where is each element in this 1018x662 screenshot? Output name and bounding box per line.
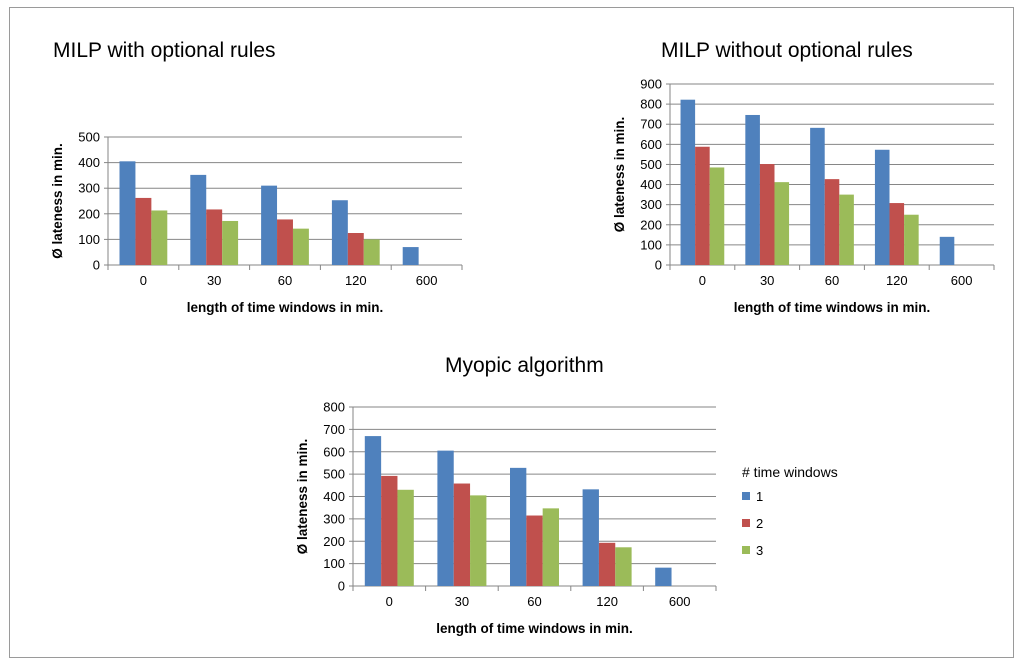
chart3-x-axis-label: length of time windows in min.: [436, 621, 633, 636]
legend-label-1: 1: [756, 489, 763, 504]
chart3-bar-s1-60: [509, 467, 527, 586]
chart3-bar-s2-0: [381, 475, 398, 586]
legend-swatch-2: [742, 519, 750, 527]
chart3-bar-s1-120: [582, 489, 599, 586]
chart2-xtick-label: 60: [825, 273, 839, 288]
chart2-bar-s2-60: [824, 179, 840, 265]
chart2-bar-s1-600: [939, 236, 955, 265]
chart2-ytick-label: 0: [655, 258, 662, 273]
chart1-xtick-label: 0: [140, 273, 147, 288]
chart2-bar-s1-0: [680, 99, 696, 265]
chart2-bar-s2-120: [889, 203, 905, 265]
chart1-bar-s1-60: [261, 185, 278, 265]
chart2-bar-s3-120: [904, 214, 919, 265]
chart1-xtick-label: 600: [416, 273, 438, 288]
chart2-bar-s1-120: [874, 149, 890, 265]
chart2-bar-s3-60: [839, 194, 854, 265]
legend-label-3: 3: [756, 543, 763, 558]
chart3-title: Myopic algorithm: [445, 354, 604, 377]
chart3-y-axis-label: Ø lateness in min.: [295, 439, 310, 555]
chart2-bar-s2-30: [759, 164, 775, 265]
chart1-bar-s2-120: [347, 233, 364, 265]
figure-frame: [9, 7, 1014, 658]
chart1-xtick-label: 120: [345, 273, 367, 288]
chart3-ytick-label: 700: [323, 422, 345, 437]
chart1-y-axis-label: Ø lateness in min.: [50, 143, 65, 259]
chart1-xtick-label: 60: [278, 273, 292, 288]
chart2-bar-s3-30: [774, 182, 790, 265]
chart3-xtick-label: 30: [455, 594, 469, 609]
chart1-bar-s1-600: [402, 247, 419, 265]
chart3-bar-s3-0: [397, 489, 414, 586]
chart2-ytick-label: 200: [640, 217, 662, 232]
chart2-bar-s2-0: [695, 146, 710, 265]
chart3-ytick-label: 0: [338, 579, 345, 594]
chart1-bar-s1-120: [331, 200, 348, 265]
legend-title: # time windows: [742, 464, 838, 480]
chart3-ytick-label: 500: [323, 467, 345, 482]
chart2-xtick-label: 120: [886, 273, 908, 288]
chart3-ytick-label: 200: [323, 534, 345, 549]
chart3-xtick-label: 0: [386, 594, 393, 609]
chart2-bar-s1-30: [745, 114, 760, 266]
chart1-ytick-label: 100: [78, 232, 100, 247]
chart2-title: MILP without optional rules: [661, 39, 913, 62]
chart3-bar-s2-120: [598, 542, 616, 586]
legend-swatch-3: [742, 546, 750, 554]
chart2-ytick-label: 400: [640, 177, 662, 192]
chart3-bar-s2-30: [453, 483, 471, 586]
chart3-xtick-label: 60: [527, 594, 541, 609]
chart3-bar-s3-120: [615, 547, 632, 586]
chart2-ytick-label: 300: [640, 197, 662, 212]
chart2-ytick-label: 800: [640, 97, 662, 112]
chart3-xtick-label: 120: [596, 594, 618, 609]
chart3-bar-s3-60: [542, 508, 560, 586]
chart3-ytick-label: 600: [323, 444, 345, 459]
chart1-bar-s3-60: [292, 228, 309, 265]
chart1-bar-s3-30: [222, 220, 239, 265]
chart1-bar-s1-0: [119, 161, 136, 265]
chart3-ytick-label: 400: [323, 489, 345, 504]
chart2-x-axis-label: length of time windows in min.: [734, 300, 931, 315]
chart1-ytick-label: 500: [78, 130, 100, 145]
legend-swatch-1: [742, 492, 750, 500]
chart2-ytick-label: 100: [640, 237, 662, 252]
chart1-bar-s2-60: [277, 219, 293, 265]
chart2-ytick-label: 900: [640, 77, 662, 92]
chart3-bar-s2-60: [526, 515, 543, 586]
chart1-xtick-label: 30: [207, 273, 221, 288]
chart1-bar-s2-0: [135, 197, 152, 265]
chart1-bar-s3-120: [363, 239, 380, 265]
chart2-ytick-label: 700: [640, 117, 662, 132]
chart3-ytick-label: 300: [323, 511, 345, 526]
chart2-xtick-label: 30: [760, 273, 774, 288]
chart3-ytick-label: 100: [323, 556, 345, 571]
chart2-ytick-label: 500: [640, 157, 662, 172]
chart2-y-axis-label: Ø lateness in min.: [612, 117, 627, 233]
chart1-ytick-label: 400: [78, 155, 100, 170]
chart3-xtick-label: 600: [669, 594, 691, 609]
chart2-bar-s1-60: [810, 127, 825, 265]
chart1-bar-s3-0: [151, 210, 168, 265]
chart1-bar-s2-30: [206, 209, 223, 265]
chart1-bar-s1-30: [190, 174, 207, 265]
chart3-bar-s1-30: [437, 450, 454, 586]
chart3-ytick-label: 800: [323, 400, 345, 415]
chart2-xtick-label: 0: [699, 273, 706, 288]
chart2-bar-s3-0: [709, 167, 725, 265]
chart1-title: MILP with optional rules: [53, 39, 276, 62]
chart2-ytick-label: 600: [640, 137, 662, 152]
chart2-xtick-label: 600: [951, 273, 973, 288]
chart3-bar-s1-600: [655, 567, 672, 586]
chart3-bar-s1-0: [364, 436, 382, 586]
legend-label-2: 2: [756, 516, 763, 531]
chart1-ytick-label: 200: [78, 206, 100, 221]
chart3-bar-s3-30: [470, 495, 487, 586]
chart1-ytick-label: 300: [78, 181, 100, 196]
chart1-ytick-label: 0: [93, 258, 100, 273]
chart1-x-axis-label: length of time windows in min.: [187, 300, 384, 315]
